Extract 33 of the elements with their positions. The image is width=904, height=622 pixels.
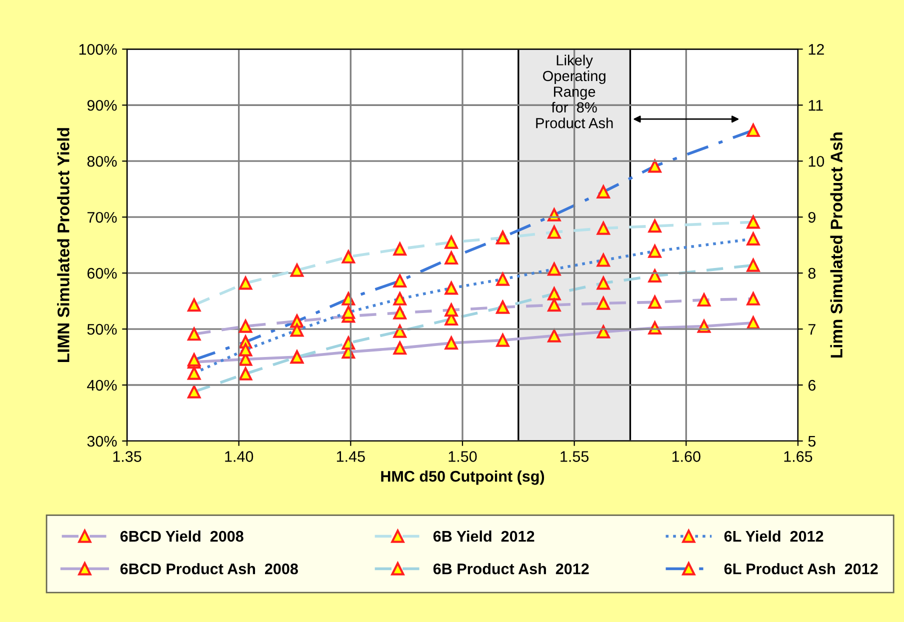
y2-tick-label: 6 [808, 380, 816, 391]
y2-tick-label: 10 [808, 156, 824, 167]
legend-label: 6B Product Ash 2012 [433, 563, 589, 574]
y-tick-label: 80% [87, 156, 117, 167]
legend-label: 6BCD Product Ash 2008 [120, 563, 298, 574]
y-tick-label: 100% [79, 44, 117, 55]
y2-tick-label: 5 [808, 436, 816, 447]
x-tick-label: 1.65 [784, 451, 812, 462]
x-tick-label: 1.50 [448, 451, 477, 462]
y-tick-label: 30% [87, 436, 117, 447]
y2-tick-label: 8 [808, 268, 816, 279]
x-tick-label: 1.40 [225, 451, 254, 462]
legend-label: 6B Yield 2012 [433, 530, 534, 542]
x-tick-label: 1.60 [672, 451, 700, 462]
y-tick-label: 90% [87, 100, 117, 111]
y2-tick-label: 11 [808, 100, 823, 111]
y2-tick-label: 7 [808, 324, 816, 335]
y-tick-label: 70% [87, 212, 117, 223]
y-axis-title: LIMN Simulated Product Yield [57, 128, 70, 362]
y2-tick-label: 12 [808, 44, 824, 55]
legend-label: 6BCD Yield 2008 [120, 530, 244, 542]
y-tick-label: 50% [87, 324, 117, 335]
x-tick-label: 1.35 [113, 451, 142, 462]
y-tick-label: 60% [87, 268, 117, 279]
y-tick-label: 40% [87, 380, 117, 391]
y2-axis-title: Limn Simulated Product Ash [830, 132, 842, 358]
y2-tick-label: 9 [808, 212, 816, 223]
legend-label: 6L Yield 2012 [724, 530, 824, 542]
x-tick-label: 1.55 [560, 451, 589, 462]
x-axis-title: HMC d50 Cutpoint (sg) [381, 470, 544, 485]
band-label: Likely Operating Range for 8% Product Ash [536, 54, 613, 128]
x-tick-label: 1.45 [336, 451, 365, 462]
legend-label: 6L Product Ash 2012 [724, 563, 878, 574]
